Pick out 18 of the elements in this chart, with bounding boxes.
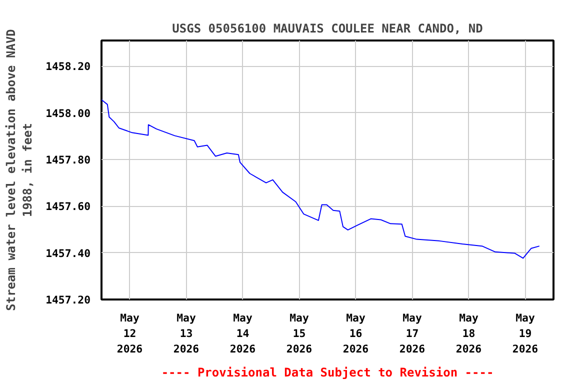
x-tick-label: May 13 2026 <box>173 312 200 356</box>
x-tick-label: May 12 2026 <box>116 312 143 356</box>
line-series <box>102 99 540 259</box>
x-tick-label: May 17 2026 <box>399 312 426 356</box>
y-tick-label: 1457.20 <box>46 294 91 306</box>
y-tick-label: 1457.80 <box>46 154 91 166</box>
x-tick-label: May 14 2026 <box>230 312 256 356</box>
y-tick-label: 1457.40 <box>46 246 91 260</box>
x-tick-label: May 15 2026 <box>286 312 312 356</box>
x-tick-label: May 19 2026 <box>512 312 538 356</box>
chart-title: USGS 05056100 MAUVAIS COULEE NEAR CANDO, ND <box>172 22 483 36</box>
y-tick-label: 1457.60 <box>46 200 91 214</box>
x-tick-label: May 18 2026 <box>456 312 482 356</box>
y-tick-label: 1458.00 <box>46 106 91 120</box>
y-axis-title: Stream water level elevation above NAVD 1988, in feet <box>4 29 35 311</box>
y-tick-label: 1458.20 <box>46 60 91 74</box>
text: ---- Provisional Data Subject to Revision ---- <box>161 366 494 380</box>
x-tick-label: May 16 2026 <box>342 312 369 356</box>
